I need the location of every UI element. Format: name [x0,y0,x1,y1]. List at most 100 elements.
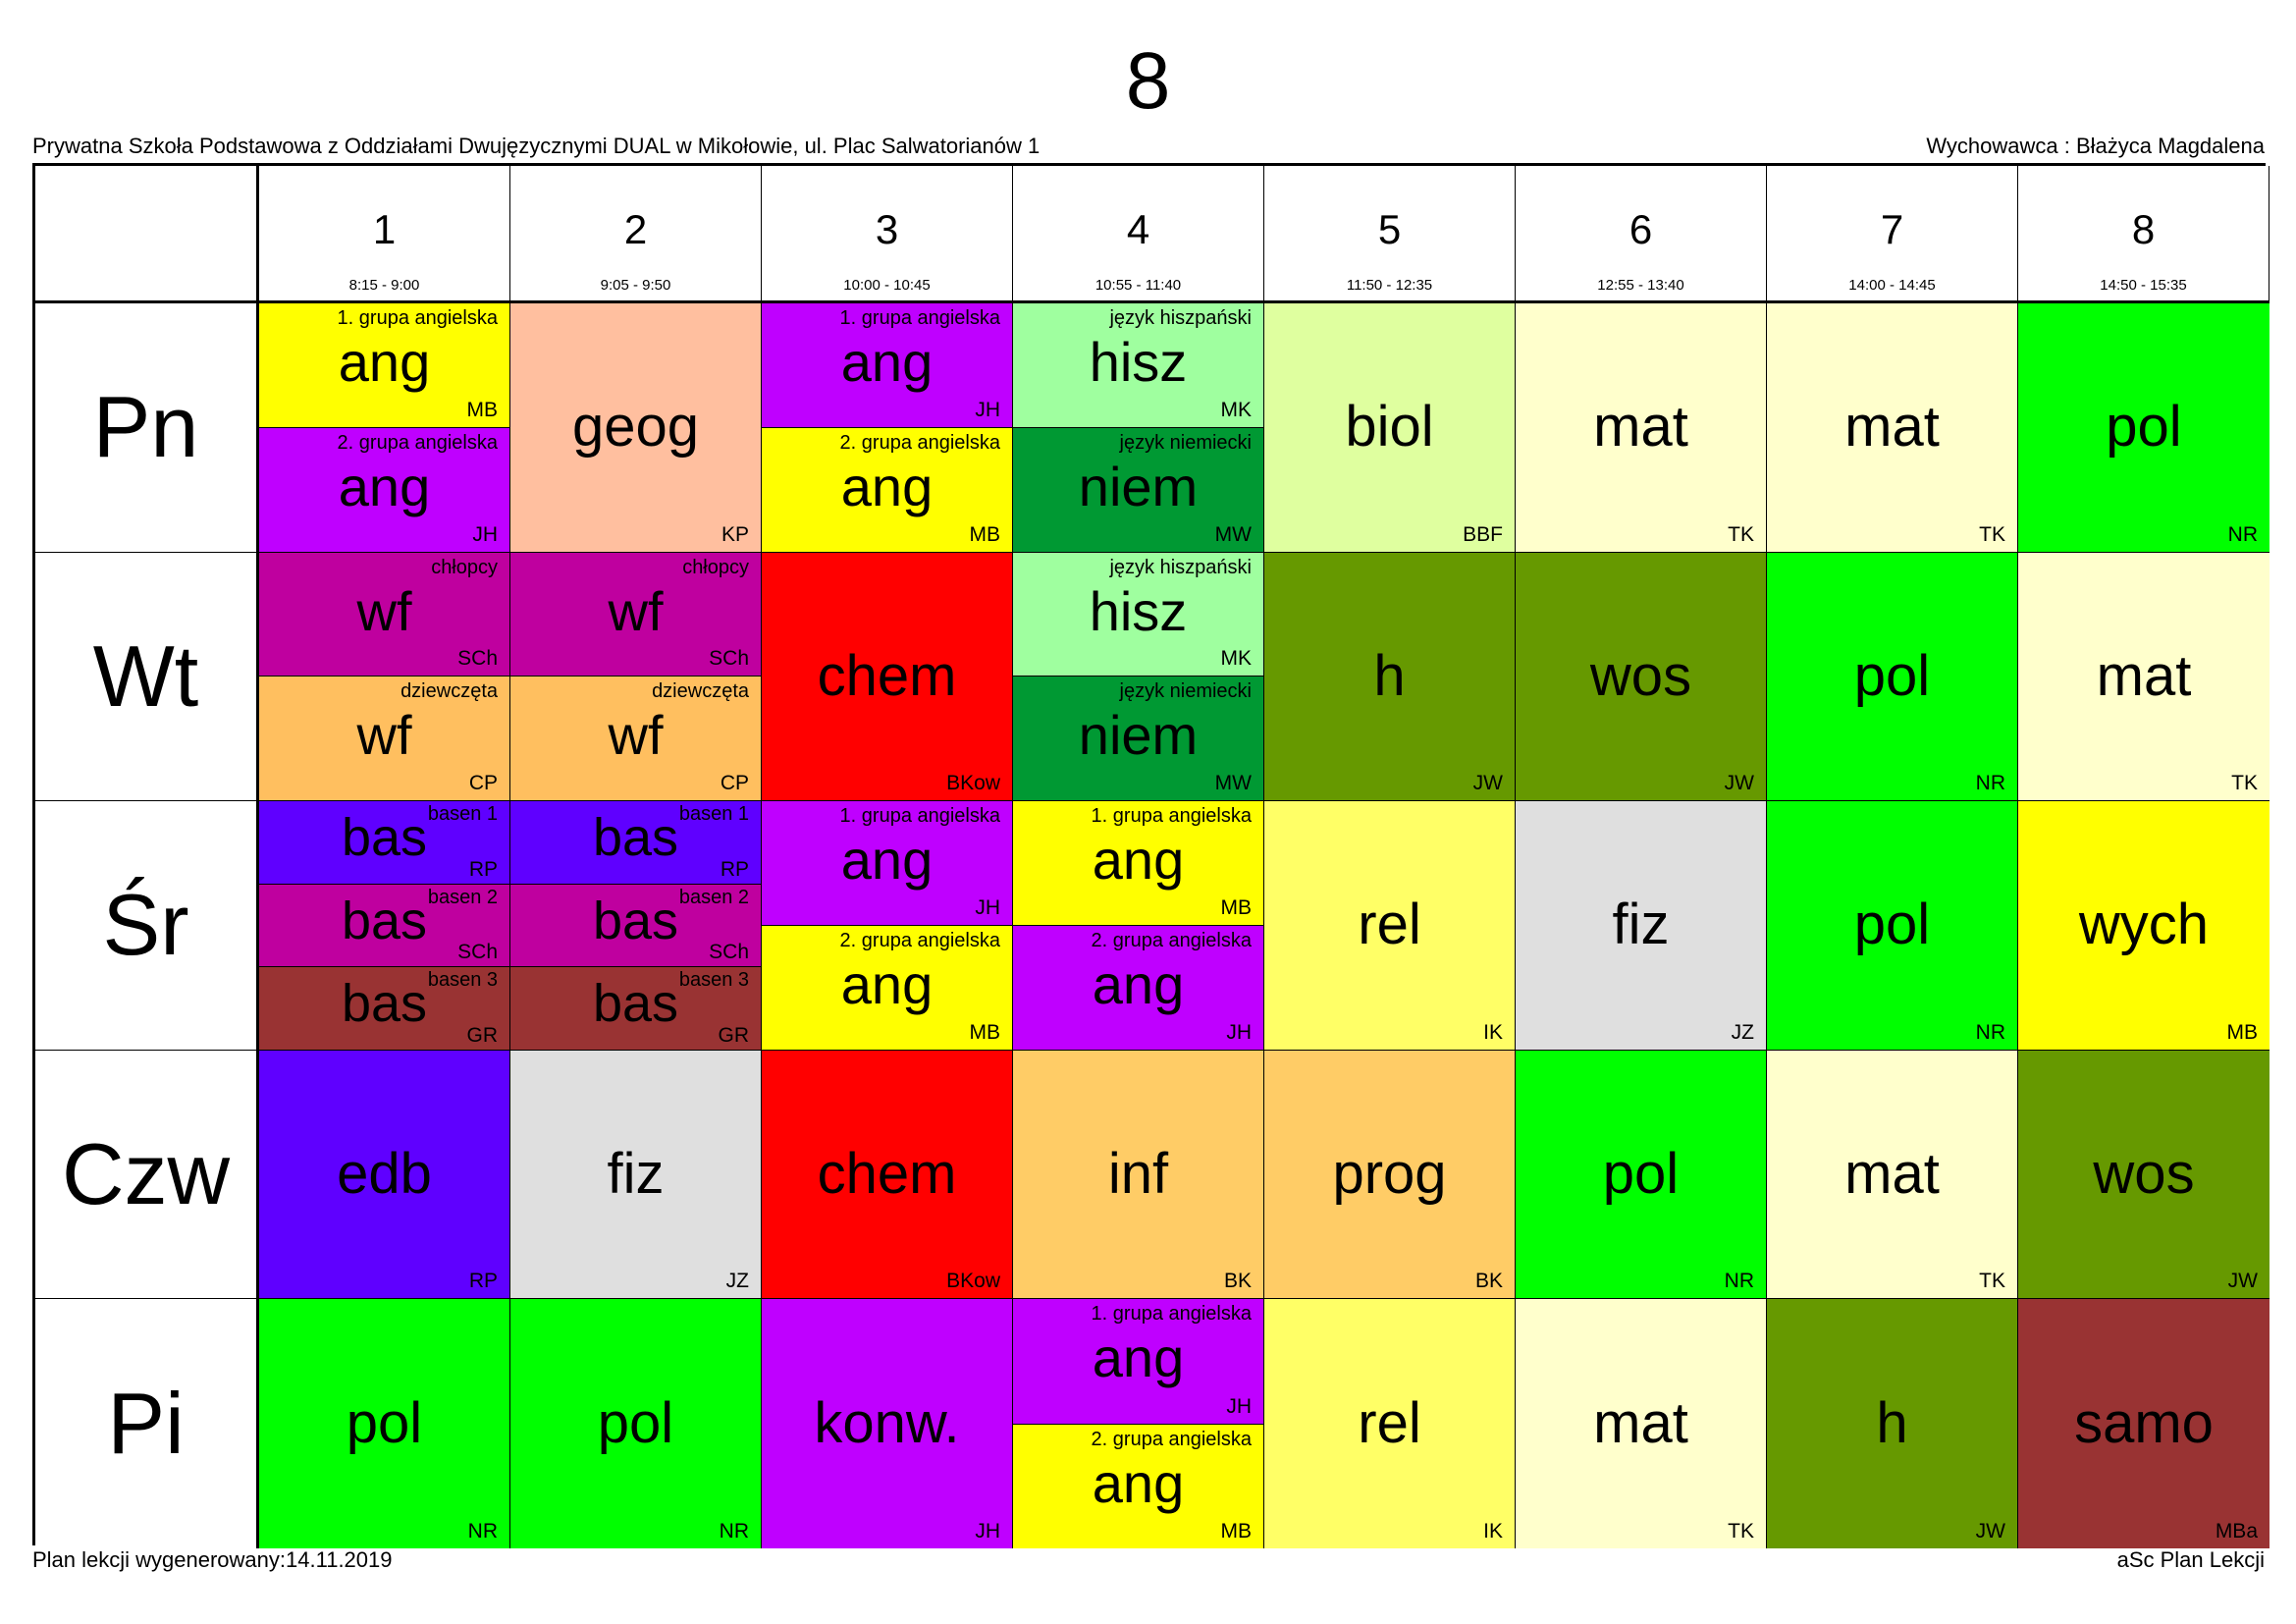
period-number: 4 [1126,206,1150,252]
subject-name: bas [341,974,428,1034]
teacher-code: MBa [2215,1519,2258,1543]
group-label: język niemiecki [1119,431,1252,454]
timetable-cell: chłopcy wf SCh dziewczęta wf CP [259,552,510,802]
subject-name: rel [1358,1391,1421,1456]
period-header-5: 5 11:50 - 12:35 [1264,166,1516,303]
teacher-code: GR [718,1023,750,1047]
period-header-3: 3 10:00 - 10:45 [762,166,1013,303]
lesson-block: język hiszpański hisz MK [1013,303,1263,427]
lesson-block: 2. grupa angielska ang MB [762,924,1012,1050]
subject-name: bas [592,891,679,950]
teacher-code: SCh [709,941,749,964]
teacher-code: JW [1975,1519,2005,1543]
subject-name: ang [1092,952,1185,1015]
lesson-block: basen 1 bas RP [259,801,509,884]
lesson-block: prog BK [1264,1050,1515,1299]
subject-name: wos [2093,1142,2195,1207]
lesson-block: dziewczęta wf CP [510,676,761,801]
teacher-code: JZ [1731,1020,1754,1044]
teacher-code: NR [1975,772,2005,795]
subject-name: edb [337,1142,432,1207]
lesson-block: 2. grupa angielska ang JH [1013,924,1263,1050]
lesson-block: 2. grupa angielska ang JH [259,426,509,552]
subject-name: wf [608,704,664,767]
subject-name: bas [592,808,679,868]
subject-name: h [1373,643,1406,708]
lesson-block: mat TK [2018,552,2269,801]
teacher-code: KP [721,522,749,546]
teacher-code: JH [975,398,1000,421]
lesson-block: 1. grupa angielska ang JH [1013,1299,1263,1424]
subject-name: wos [1589,643,1692,708]
teacher-code: TK [1728,522,1754,546]
period-number: 6 [1629,206,1653,252]
timetable-cell: mat TK [2018,552,2269,802]
lesson-block: basen 2 bas SCh [510,883,761,967]
lesson-block: wos JW [2018,1050,2269,1299]
timetable-cell: wych MB [2018,801,2269,1051]
lesson-block: fiz JZ [510,1050,761,1299]
period-number: 3 [875,206,899,252]
group-label: 1. grupa angielska [1091,805,1252,828]
group-label: basen 1 [427,803,498,826]
timetable-cell: edb RP [259,1050,510,1300]
lesson-block: wych MB [2018,801,2269,1050]
timetable-cell: 1. grupa angielska ang JH 2. grupa angielsk… [1013,1299,1264,1548]
period-header-7: 7 14:00 - 14:45 [1767,166,2018,303]
lesson-block: basen 3 bas GR [510,966,761,1050]
software-name: aSc Plan Lekcji [2116,1547,2265,1572]
subject-name: mat [1844,1142,1940,1207]
timetable-cell: konw. JH [762,1299,1013,1548]
group-label: 2. grupa angielska [1091,1428,1252,1450]
group-label: basen 3 [427,969,498,992]
teacher-code: JH [975,1519,1000,1543]
teacher-code: JW [2227,1270,2258,1293]
group-label: chłopcy [682,556,749,578]
lesson-block: mat TK [1516,1299,1766,1548]
subject-name: ang [1092,829,1185,892]
timetable-cell: mat TK [1767,303,2018,553]
period-number: 2 [623,206,648,252]
subject-name: wf [356,579,412,642]
group-label: 1. grupa angielska [839,805,1000,828]
teacher-code: JZ [725,1270,749,1293]
lesson-block: 1. grupa angielska ang MB [1013,801,1263,925]
group-label: dziewczęta [400,680,498,703]
teacher-code: BK [1223,1270,1252,1293]
lesson-block: język niemiecki niem MW [1013,676,1263,801]
lesson-block: h JW [1264,552,1515,801]
subject-name: chem [817,643,957,708]
timetable-cell: basen 1 bas RP basen 2 bas SCh basen 3 bas GR [259,801,510,1051]
lesson-block: 1. grupa angielska ang MB [259,303,509,427]
timetable-cell: język hiszpański hisz MK język niemiecki nie… [1013,552,1264,802]
subject-name: mat [2096,643,2192,708]
teacher-code: MB [969,1020,1001,1044]
teacher-code: CP [468,772,498,795]
timetable-cell: inf BK [1013,1050,1264,1300]
teacher-code: BBF [1463,522,1503,546]
subject-name: ang [1092,1326,1185,1389]
teacher-code: MW [1214,522,1252,546]
lesson-block: mat TK [1767,1050,2017,1299]
teacher-code: TK [1728,1519,1754,1543]
period-time: 11:50 - 12:35 [1346,277,1433,294]
period-time: 14:00 - 14:45 [1848,277,1936,294]
timetable-cell: geog KP [510,303,762,553]
timetable-cell: rel IK [1264,1299,1516,1548]
lesson-block: basen 1 bas RP [510,801,761,884]
timetable-cell: fiz JZ [510,1050,762,1300]
subject-name: hisz [1089,579,1188,642]
timetable-cell: biol BBF [1264,303,1516,553]
lesson-block: biol BBF [1264,303,1515,552]
lesson-block: chem BKow [762,1050,1012,1299]
subject-name: fiz [607,1142,665,1207]
teacher-code: JH [1226,1394,1252,1418]
timetable-cell: chłopcy wf SCh dziewczęta wf CP [510,552,762,802]
subject-name: ang [338,455,431,517]
teacher-code: JW [1472,772,1503,795]
timetable-grid: 1 8:15 - 9:00 2 9:05 - 9:50 3 10:00 - 10:45 4 1… [32,163,2269,1548]
teacher-code: NR [467,1519,498,1543]
group-label: język hiszpański [1109,556,1252,578]
subject-name: pol [2106,395,2182,460]
teacher-code: JH [1226,1020,1252,1044]
